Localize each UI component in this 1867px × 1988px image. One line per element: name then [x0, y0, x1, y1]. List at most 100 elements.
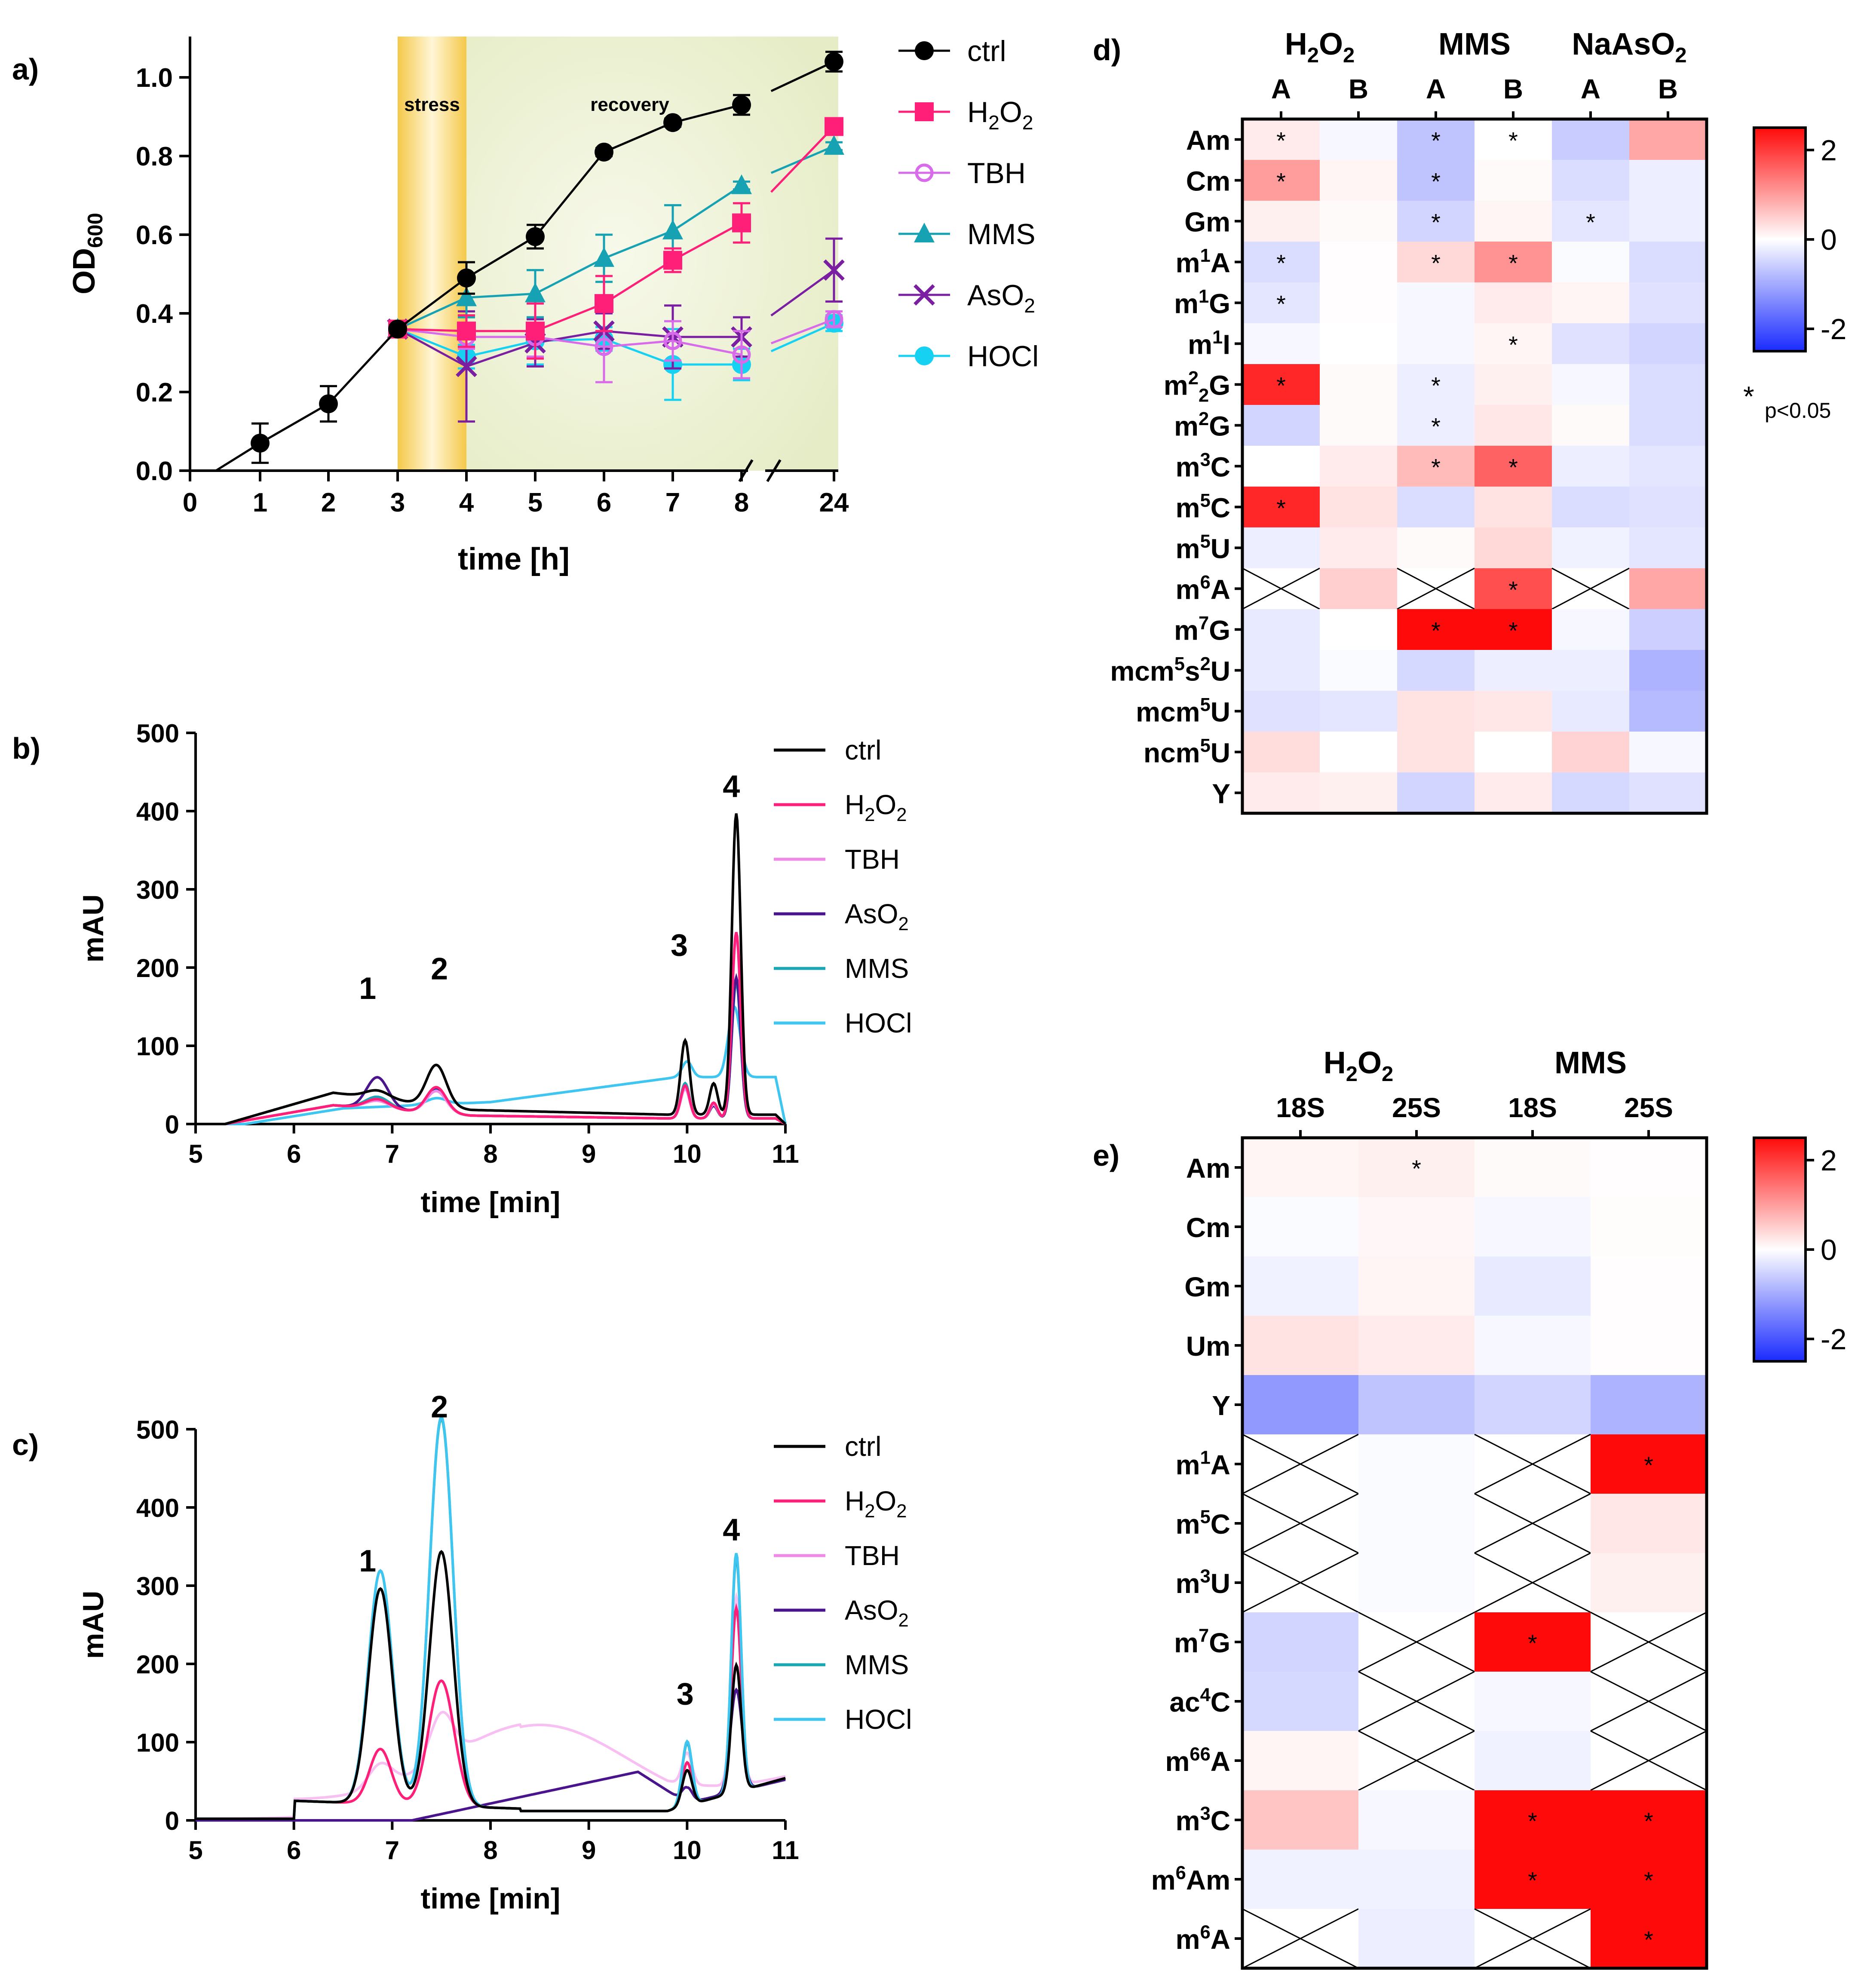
- colorbar-tick-label: 2: [1821, 134, 1837, 167]
- heatmap-cell: [1629, 160, 1707, 201]
- heatmap-cell: [1552, 323, 1630, 365]
- heatmap-cell: [1629, 609, 1707, 650]
- heatmap-cell: [1629, 487, 1707, 528]
- heatmap-cell: [1397, 119, 1475, 160]
- data-point-H2O2: [825, 117, 843, 136]
- chromatogram-trace-H2O2: [196, 932, 786, 1125]
- text-part: U: [1211, 533, 1230, 564]
- text-part: OD: [67, 248, 101, 294]
- legend-label-AsO2: AsO2: [845, 1595, 909, 1631]
- significance-star: *: [1276, 250, 1286, 277]
- significance-star: *: [1644, 1926, 1653, 1953]
- text-part: G: [1209, 370, 1230, 401]
- text-part: m: [1174, 615, 1199, 646]
- text-part: 2: [896, 805, 907, 825]
- heatmap-cell: [1629, 323, 1707, 365]
- y-tick-label: 0.8: [136, 142, 173, 172]
- empty-cell-cross: [1474, 1552, 1591, 1613]
- series-line-AsO2: [397, 269, 835, 368]
- heatmap-cell: [1242, 242, 1320, 283]
- text-part: 2: [1346, 1063, 1358, 1086]
- heatmap-cell: [1242, 201, 1320, 242]
- column-label-25S: 25S: [1392, 1092, 1441, 1123]
- text-part: U: [1211, 697, 1230, 728]
- text-part: Y: [1212, 778, 1230, 809]
- text-part: 2: [1200, 654, 1211, 674]
- empty-cell-cross: [1590, 1611, 1707, 1672]
- row-label-Gm: Gm: [1184, 207, 1230, 238]
- text-part: 5: [1200, 1507, 1211, 1528]
- text-part: Am: [1186, 1865, 1230, 1896]
- data-point-MMS: [456, 286, 477, 306]
- heatmap-cell: [1320, 650, 1398, 691]
- text-part: 2: [865, 805, 875, 825]
- heatmap-cell: [1320, 242, 1398, 283]
- significance-star: *: [1431, 250, 1441, 277]
- empty-cell-cross: [1590, 1671, 1707, 1732]
- text-part: m: [1176, 1805, 1200, 1836]
- peak-label-1: 1: [359, 971, 376, 1006]
- heatmap-cell: [1242, 650, 1320, 691]
- heatmap-cell: [1475, 242, 1552, 283]
- data-point-ctrl: [457, 268, 476, 288]
- row-label-m3U: m3U: [1176, 1566, 1230, 1599]
- heatmap-cell: [1397, 242, 1475, 283]
- peak-label-3: 3: [671, 928, 688, 963]
- row-label-Am: Am: [1186, 1153, 1230, 1184]
- x-tick-label: 10: [673, 1836, 702, 1865]
- heatmap-cell: [1475, 1612, 1591, 1672]
- x-tick-label: 11: [772, 1836, 799, 1865]
- x-tick-label: 8: [483, 1140, 497, 1168]
- heatmap-cell: [1552, 732, 1630, 773]
- significance-star: *: [1644, 1867, 1653, 1894]
- chromatogram-trace-ctrl: [196, 813, 787, 1125]
- colorbar-tick-label: 2: [1821, 1144, 1837, 1177]
- text-part: ctrl: [845, 735, 881, 766]
- heatmap-cell: [1358, 1909, 1475, 1969]
- significance-star: *: [1644, 1807, 1653, 1835]
- y-tick-label: 400: [136, 797, 179, 826]
- data-point-H2O2: [732, 213, 751, 233]
- heatmap-cell: [1242, 1731, 1359, 1791]
- x-tick-label: 6: [287, 1140, 301, 1168]
- heatmap-cell: [1475, 201, 1552, 242]
- text-part: MMS: [967, 218, 1036, 251]
- empty-cell-cross: [1242, 1908, 1359, 1969]
- text-part: A: [1211, 248, 1230, 279]
- row-label-m5U: m5U: [1176, 531, 1230, 564]
- text-part: m: [1176, 1449, 1200, 1480]
- panel-e-rrna-heatmap: e) **** ** **AmCmGmUmYm1Am5Cm3Um7Gac4Cm66Am…: [1093, 1046, 1846, 1970]
- row-label-Y: Y: [1212, 1390, 1230, 1421]
- heatmap-cell: [1358, 1850, 1475, 1909]
- text-part: Gm: [1184, 207, 1230, 238]
- text-part: 66: [1189, 1744, 1210, 1765]
- text-part: 2: [1199, 386, 1209, 406]
- text-part: 2: [1188, 368, 1199, 389]
- heatmap-cell: [1320, 691, 1398, 732]
- text-part: Gm: [1184, 1271, 1230, 1302]
- y-tick-label: 500: [136, 719, 179, 748]
- heatmap-cell: [1475, 160, 1552, 201]
- text-part: G: [1209, 411, 1230, 442]
- row-label-ncm5U: ncm5U: [1143, 735, 1230, 768]
- significance-star: *: [1431, 454, 1441, 481]
- text-part: 5: [1200, 531, 1211, 552]
- data-point-ctrl: [595, 142, 613, 162]
- heatmap-cell: [1320, 609, 1398, 650]
- heatmap-cell: [1320, 527, 1398, 569]
- heatmap-cell: [1591, 1909, 1707, 1969]
- heatmap-cell: [1242, 405, 1320, 446]
- y-tick-label: 0.6: [136, 221, 173, 250]
- text-part: 5: [1174, 654, 1185, 674]
- y-tick-label: 200: [136, 1650, 179, 1679]
- heatmap-cell: [1320, 282, 1398, 324]
- text-part: 7: [1199, 1626, 1209, 1646]
- group-label-NaAsO2: NaAsO2: [1572, 27, 1686, 67]
- x-tick-label: 7: [385, 1140, 399, 1168]
- heatmap-cell: [1475, 1375, 1591, 1435]
- text-part: A: [1211, 1449, 1230, 1480]
- x-tick-label: 11: [772, 1140, 799, 1168]
- text-part: O: [875, 789, 896, 820]
- heatmap-cell: [1242, 364, 1320, 405]
